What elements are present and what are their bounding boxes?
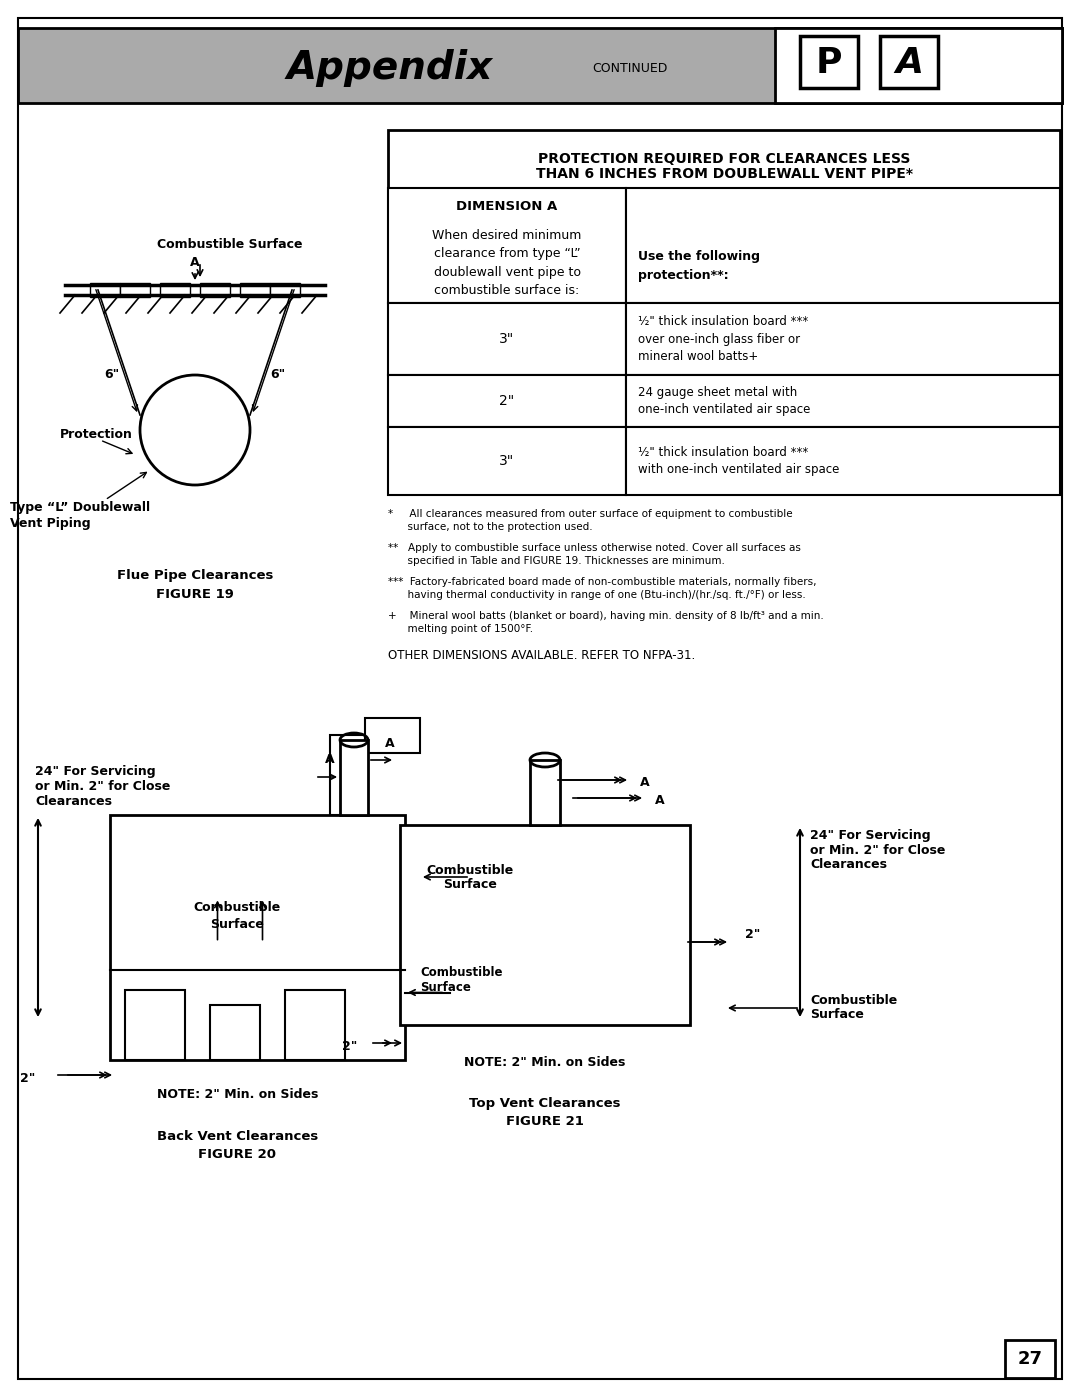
Bar xyxy=(200,284,230,298)
Text: Combustible Surface: Combustible Surface xyxy=(158,239,302,251)
Text: Protection: Protection xyxy=(60,429,133,441)
Text: 3": 3" xyxy=(499,332,515,346)
Text: Surface: Surface xyxy=(420,981,471,995)
Text: A: A xyxy=(386,738,395,750)
Text: A: A xyxy=(325,753,335,766)
Text: 2": 2" xyxy=(342,1041,357,1053)
Bar xyxy=(388,374,626,427)
Text: 27: 27 xyxy=(1017,1350,1042,1368)
Bar xyxy=(388,130,1059,189)
Bar xyxy=(270,284,300,298)
Text: Use the following
protection**:: Use the following protection**: xyxy=(638,250,760,282)
Text: Combustible: Combustible xyxy=(810,993,897,1006)
Text: 3": 3" xyxy=(499,454,515,468)
Text: ½" thick insulation board ***
with one-inch ventilated air space: ½" thick insulation board *** with one-i… xyxy=(638,446,839,476)
Text: Surface: Surface xyxy=(443,879,497,891)
Bar xyxy=(530,760,561,826)
Bar xyxy=(626,189,1059,303)
Text: Flue Pipe Clearances
FIGURE 19: Flue Pipe Clearances FIGURE 19 xyxy=(117,570,273,601)
Text: 2": 2" xyxy=(21,1071,36,1084)
Bar xyxy=(210,1004,260,1060)
Text: Clearances: Clearances xyxy=(35,795,112,807)
Bar xyxy=(18,28,1062,103)
Text: +    Mineral wool batts (blanket or board), having min. density of 8 lb/ft³ and : + Mineral wool batts (blanket or board),… xyxy=(388,610,824,634)
Text: 24" For Servicing: 24" For Servicing xyxy=(35,766,156,778)
Text: Type “L” Doublewall: Type “L” Doublewall xyxy=(10,502,150,514)
Text: ½" thick insulation board ***
over one-inch glass fiber or
mineral wool batts+: ½" thick insulation board *** over one-i… xyxy=(638,314,808,363)
Bar xyxy=(388,189,626,303)
Text: DIMENSION A: DIMENSION A xyxy=(457,200,557,212)
Bar xyxy=(400,826,690,1025)
Text: Combustible: Combustible xyxy=(420,965,502,979)
Text: 6": 6" xyxy=(105,369,120,381)
Text: PROTECTION REQUIRED FOR CLEARANCES LESS: PROTECTION REQUIRED FOR CLEARANCES LESS xyxy=(538,152,910,166)
Bar xyxy=(388,303,626,374)
Text: A: A xyxy=(895,46,923,80)
Bar xyxy=(365,718,420,753)
Bar xyxy=(880,36,939,88)
Text: NOTE: 2" Min. on Sides: NOTE: 2" Min. on Sides xyxy=(464,1056,625,1070)
Text: Clearances: Clearances xyxy=(810,859,887,872)
Text: ***  Factory-fabricated board made of non-combustible materials, normally fibers: *** Factory-fabricated board made of non… xyxy=(388,577,816,601)
Text: Combustible: Combustible xyxy=(427,863,514,876)
Bar xyxy=(1005,1340,1055,1377)
Text: A: A xyxy=(654,795,664,807)
Bar xyxy=(160,284,190,298)
Text: Vent Piping: Vent Piping xyxy=(10,517,91,531)
Text: OTHER DIMENSIONS AVAILABLE. REFER TO NFPA-31.: OTHER DIMENSIONS AVAILABLE. REFER TO NFP… xyxy=(388,650,696,662)
Bar xyxy=(626,374,1059,427)
Text: 6": 6" xyxy=(270,369,285,381)
Bar xyxy=(120,284,150,298)
Text: 24 gauge sheet metal with
one-inch ventilated air space: 24 gauge sheet metal with one-inch venti… xyxy=(638,386,810,416)
Text: Surface: Surface xyxy=(810,1009,864,1021)
Text: CONTINUED: CONTINUED xyxy=(592,61,667,74)
Text: NOTE: 2" Min. on Sides: NOTE: 2" Min. on Sides xyxy=(157,1088,319,1101)
Text: 2": 2" xyxy=(499,394,515,408)
Text: A: A xyxy=(640,777,650,789)
Bar xyxy=(800,36,858,88)
Text: P: P xyxy=(815,46,842,80)
Bar xyxy=(285,990,345,1060)
Bar xyxy=(110,814,405,1060)
Text: **   Apply to combustible surface unless otherwise noted. Cover all surfaces as
: ** Apply to combustible surface unless o… xyxy=(388,543,801,566)
Bar xyxy=(626,427,1059,495)
Text: or Min. 2" for Close: or Min. 2" for Close xyxy=(35,780,171,793)
Bar xyxy=(775,28,1062,103)
Text: Back Vent Clearances
FIGURE 20: Back Vent Clearances FIGURE 20 xyxy=(157,1130,319,1161)
Text: 24" For Servicing: 24" For Servicing xyxy=(810,828,931,841)
Text: A: A xyxy=(190,257,200,270)
Bar xyxy=(330,735,365,814)
Text: *     All clearances measured from outer surface of equipment to combustible
   : * All clearances measured from outer sur… xyxy=(388,509,793,532)
Text: THAN 6 INCHES FROM DOUBLEWALL VENT PIPE*: THAN 6 INCHES FROM DOUBLEWALL VENT PIPE* xyxy=(536,168,913,182)
Bar xyxy=(340,740,368,814)
Text: Appendix: Appendix xyxy=(287,49,494,87)
Text: Surface: Surface xyxy=(211,918,265,930)
Bar xyxy=(125,990,185,1060)
Bar xyxy=(90,284,120,298)
Text: Combustible: Combustible xyxy=(194,901,281,914)
Text: Top Vent Clearances
FIGURE 21: Top Vent Clearances FIGURE 21 xyxy=(469,1097,621,1127)
Bar xyxy=(240,284,270,298)
Text: 2": 2" xyxy=(745,929,760,942)
Bar xyxy=(388,427,626,495)
Text: When desired minimum
clearance from type “L”
doublewall vent pipe to
combustible: When desired minimum clearance from type… xyxy=(432,229,582,298)
Bar xyxy=(626,303,1059,374)
Text: or Min. 2" for Close: or Min. 2" for Close xyxy=(810,844,945,856)
